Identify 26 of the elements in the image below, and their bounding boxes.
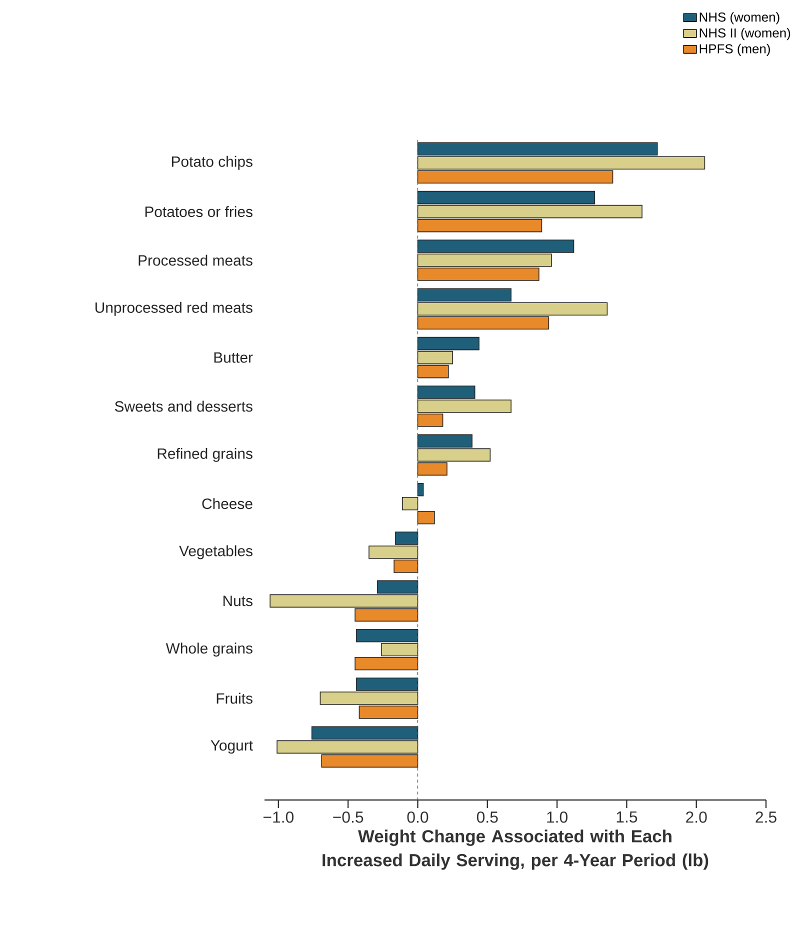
x-tick-label: 0.0: [407, 812, 428, 823]
y-tick-label: Yogurt: [210, 740, 253, 754]
bar: [417, 510, 435, 524]
x-tick-label: 2.5: [756, 812, 776, 823]
y-tick-label: Processed meats: [138, 254, 252, 266]
x-tick-label: −0.5: [333, 812, 364, 823]
x-tick-label: 0.5: [476, 812, 498, 823]
y-tick-label: Vegetables: [179, 545, 252, 560]
y-tick-label: Butter: [214, 352, 253, 363]
legend-label: NHS (women): [700, 12, 780, 24]
legend-label: NHS II (women): [700, 28, 790, 40]
y-tick-label: Potatoes or fries: [145, 206, 252, 218]
y-tick-label: Unprocessed red meats: [96, 302, 252, 316]
y-tick-label: Sweets and desserts: [114, 400, 252, 412]
x-tick-label: 1.5: [616, 811, 638, 823]
y-tick-label: Refined grains: [158, 448, 252, 462]
y-tick-label: Nuts: [224, 596, 252, 606]
y-tick-label: Cheese: [202, 498, 252, 510]
x-axis-title: Weight Change Associated with Each Increased Daily Serving, per 4-Year Period (lb): [322, 830, 708, 870]
x-tick-label: 2.0: [686, 812, 707, 823]
y-tick-label: Fruits: [216, 692, 252, 704]
legend-label: HPFS (men): [700, 44, 770, 56]
y-tick-label: Potato chips: [172, 156, 252, 170]
x-tick-label: −1.0: [263, 812, 294, 823]
y-tick-label: Whole grains: [166, 642, 252, 657]
x-tick-label: 1.0: [547, 812, 568, 823]
